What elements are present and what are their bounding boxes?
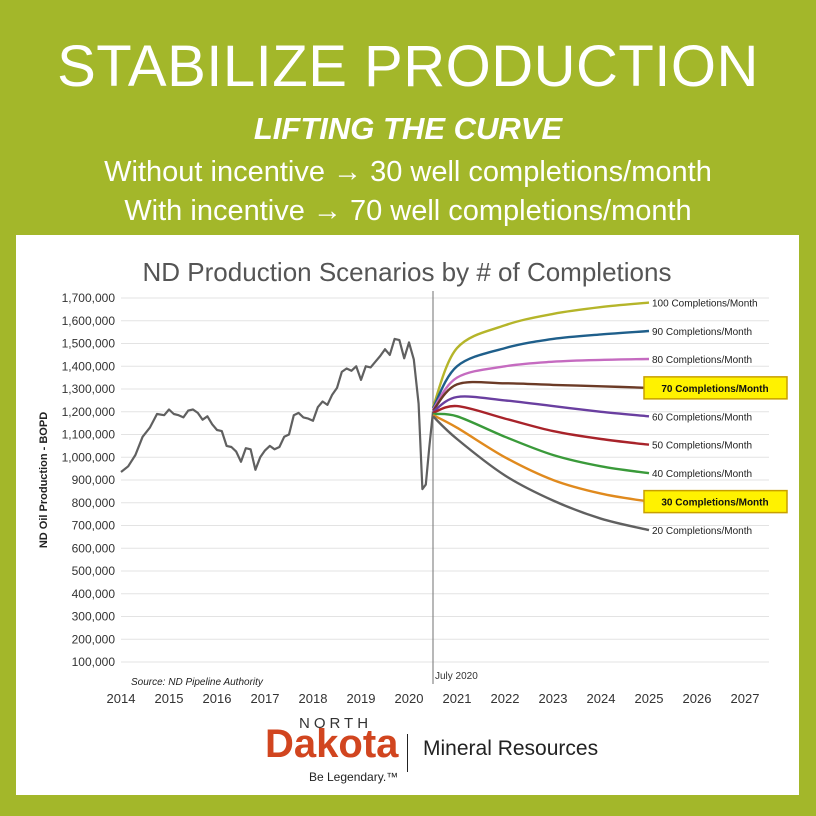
scenario-line: [431, 329, 650, 409]
scenario-label: 70 Completions/Month: [661, 384, 768, 395]
scenario-label: 40 Completions/Month: [652, 469, 752, 480]
subheadline: LIFTING THE CURVE: [253, 111, 563, 146]
scenario-line: [432, 412, 650, 475]
y-tick-label: 1,600,000: [62, 314, 116, 328]
logo-separator: [407, 734, 408, 772]
x-tick-label: 2026: [683, 691, 712, 706]
x-tick-label: 2021: [443, 691, 472, 706]
logo-dakota-text: Dakota: [265, 722, 399, 766]
y-tick-label: 500,000: [72, 564, 116, 578]
y-tick-label: 600,000: [72, 541, 116, 555]
chart-title: ND Production Scenarios by # of Completi…: [143, 257, 672, 287]
scenario-label: 50 Completions/Month: [652, 441, 752, 452]
x-tick-label: 2025: [635, 691, 664, 706]
x-tick-label: 2014: [107, 691, 136, 706]
scenario-label: 30 Completions/Month: [661, 498, 768, 509]
y-tick-label: 1,500,000: [62, 337, 116, 351]
nd-logo: NORTH Dakota Be Legendary.™ Mineral Reso…: [265, 712, 605, 792]
x-tick-label: 2017: [251, 691, 280, 706]
scenario-line: [432, 404, 650, 446]
x-tick-label: 2019: [347, 691, 376, 706]
y-tick-label: 1,000,000: [62, 450, 116, 464]
y-tick-label: 400,000: [72, 587, 116, 601]
scenario-label: 80 Completions/Month: [652, 355, 752, 366]
scenario-line: [432, 380, 650, 412]
headline: STABILIZE PRODUCTION: [57, 34, 759, 99]
highlight-label-box: [643, 376, 788, 400]
source-note: Source: ND Pipeline Authority: [131, 677, 264, 688]
chart-panel: ND Production Scenarios by # of Completi…: [16, 235, 799, 795]
scenario-line: [432, 415, 650, 532]
y-axis-label: ND Oil Production - BOPD: [38, 412, 50, 548]
scenario-label: 100 Completions/Month: [652, 299, 758, 310]
x-tick-label: 2024: [587, 691, 616, 706]
y-tick-label: 200,000: [72, 632, 116, 646]
x-tick-label: 2015: [155, 691, 184, 706]
with-incentive-text: With incentive → 70 well completions/mon…: [124, 195, 692, 227]
x-tick-label: 2020: [395, 691, 424, 706]
y-tick-label: 700,000: [72, 519, 116, 533]
scenario-line: [432, 395, 650, 418]
marker-label: July 2020: [435, 671, 478, 682]
logo-tagline: Be Legendary.™: [309, 770, 399, 784]
x-tick-label: 2023: [539, 691, 568, 706]
scenario-line: [432, 357, 650, 411]
x-tick-label: 2018: [299, 691, 328, 706]
historical-production-line: [120, 337, 435, 491]
x-tick-label: 2022: [491, 691, 520, 706]
without-incentive-text: Without incentive → 30 well completions/…: [104, 156, 712, 188]
scenario-line: [431, 301, 650, 408]
logo-division: Mineral Resources: [423, 737, 599, 760]
x-tick-label: 2027: [731, 691, 760, 706]
y-tick-label: 1,400,000: [62, 359, 116, 373]
y-tick-label: 1,200,000: [62, 405, 116, 419]
scenario-label: 90 Completions/Month: [652, 327, 752, 338]
y-tick-label: 1,700,000: [62, 291, 116, 305]
scenario-label: 60 Completions/Month: [652, 412, 752, 423]
y-tick-label: 1,300,000: [62, 382, 116, 396]
y-tick-label: 800,000: [72, 496, 116, 510]
y-tick-label: 900,000: [72, 473, 116, 487]
scenario-line: [432, 414, 650, 503]
x-tick-label: 2016: [203, 691, 232, 706]
y-tick-label: 300,000: [72, 610, 116, 624]
scenario-label: 20 Completions/Month: [652, 526, 752, 537]
y-tick-label: 1,100,000: [62, 428, 116, 442]
y-tick-label: 100,000: [72, 655, 116, 669]
logo-north-text: NORTH: [299, 715, 373, 732]
highlight-label-box: [643, 489, 788, 514]
production-chart: ND Production Scenarios by # of Completi…: [38, 257, 788, 706]
